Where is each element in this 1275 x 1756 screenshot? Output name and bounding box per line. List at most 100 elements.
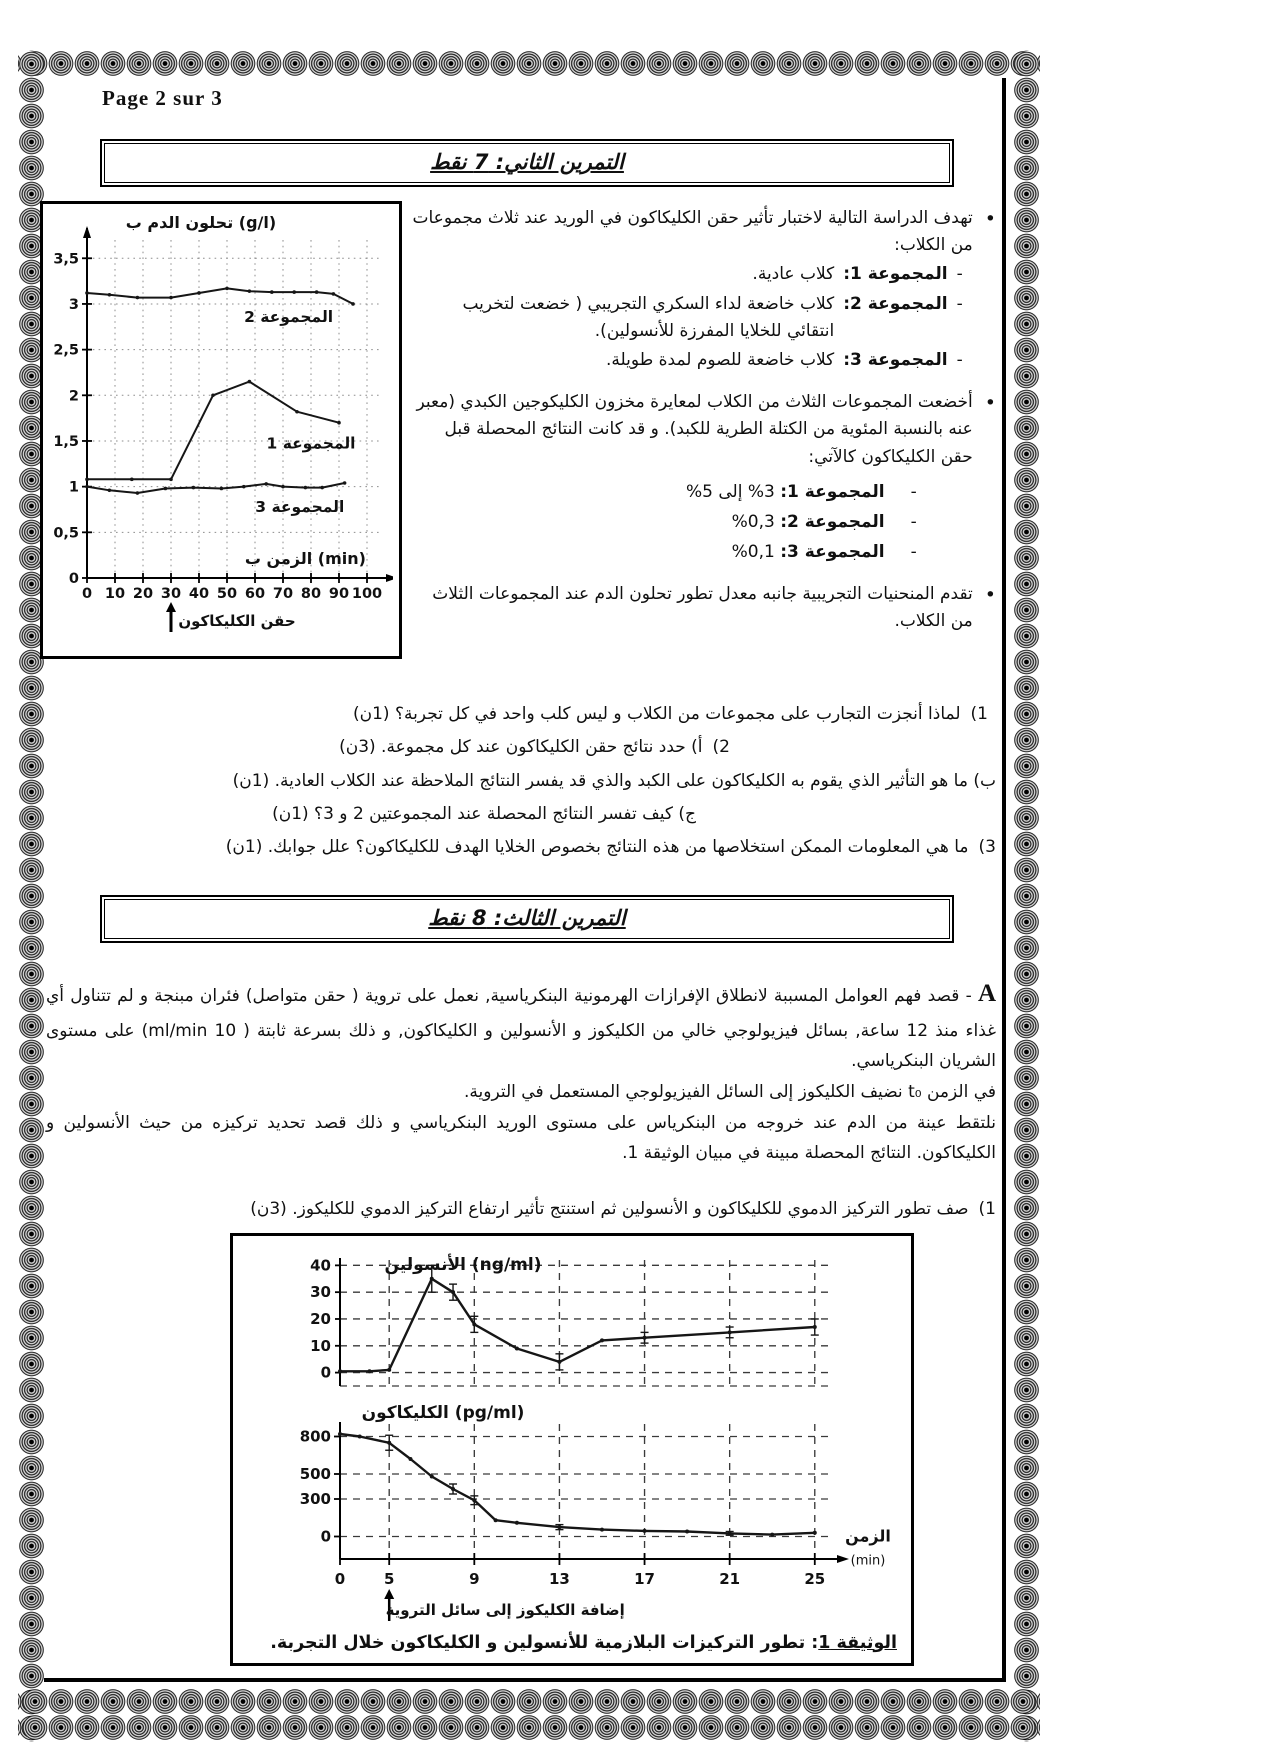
result-group3-value: 0,1% — [731, 542, 775, 563]
exercise3-question1-number: 1) — [978, 1198, 996, 1219]
svg-text:حقن الكليكاكون: حقن الكليكاكون — [178, 612, 295, 630]
svg-text:800: 800 — [300, 1427, 331, 1445]
svg-text:60: 60 — [245, 586, 265, 602]
exercise3-question1-text: صف تطور التركيز الدموي للكليكاكون و الأن… — [250, 1198, 969, 1219]
svg-text:الزمن: الزمن — [845, 1526, 891, 1545]
glycemia-chart: 0 0,5 1 1,5 2 2,5 3 3,5 0 10 20 30 40 50 60 70 80 90 100 ال… — [53, 213, 393, 632]
inner-frame-bottom-line — [44, 1678, 1006, 1682]
glycogen-measure-text: أخضعت المجموعات الثلاث من الكلاب لمعايرة… — [416, 392, 973, 467]
question-2-number: 2) — [712, 737, 730, 758]
result-group3-label: المجموعة 3: — [780, 542, 885, 563]
svg-text:30: 30 — [161, 586, 181, 602]
svg-text:3,5: 3,5 — [53, 251, 79, 267]
exercise2-body-row: 0 0,5 1 1,5 2 2,5 3 3,5 0 10 20 30 40 50 60 70 80 90 100 ال… — [40, 201, 996, 659]
svg-text:50: 50 — [217, 586, 237, 602]
exercise3-para1: A - قصد فهم العوامل المسببة لانطلاق الإف… — [46, 971, 996, 1077]
part-a-label: A — [977, 979, 997, 1007]
question-2b-text: ب) ما هو التأثير الذي يقوم به الكليكاكون… — [232, 770, 996, 791]
curves-note-paragraph: • تقدم المنحنيات التجريبية جانبه معدل تط… — [412, 581, 996, 635]
svg-text:30: 30 — [310, 1283, 331, 1301]
svg-text:2: 2 — [69, 388, 79, 404]
svg-text:40: 40 — [310, 1256, 331, 1274]
bullet-icon: • — [984, 392, 996, 415]
exercise3-paragraph: A - قصد فهم العوامل المسببة لانطلاق الإف… — [46, 971, 996, 1169]
svg-text:25: 25 — [804, 1570, 825, 1588]
exercise3-para3: نلتقط عينة من الدم عند خروجه من البنكريا… — [46, 1112, 996, 1164]
question-1-text: لماذا أنجزت التجارب على مجموعات من الكلا… — [352, 704, 961, 724]
svg-text:0: 0 — [335, 1570, 345, 1588]
svg-text:3: 3 — [69, 297, 79, 313]
group1-definition: - المجموعة 1: كلاب عادية. — [412, 261, 973, 288]
result-group3: - المجموعة 3: 0,1% — [412, 539, 917, 566]
svg-text:500: 500 — [300, 1465, 331, 1483]
result-group2-value: 0,3% — [731, 511, 775, 532]
inner-frame-right-line — [1002, 78, 1006, 1680]
group3-definition: - المجموعة 3: كلاب خاضعة للصوم لمدة طويل… — [412, 347, 973, 374]
svg-text:2,5: 2,5 — [53, 343, 79, 359]
group2-desc: كلاب خاضعة لداء السكري التجريبي ( خضعت ل… — [462, 293, 835, 341]
svg-text:1: 1 — [69, 480, 79, 496]
group1-desc: كلاب عادية. — [752, 264, 835, 285]
svg-text:0: 0 — [69, 571, 79, 587]
group1-label: المجموعة 1: — [843, 264, 948, 285]
svg-text:الأنسولين (ng/ml): الأنسولين (ng/ml) — [385, 1254, 542, 1275]
svg-text:20: 20 — [310, 1310, 331, 1328]
exercise2-header-box: التمرين الثاني: 7 نقط — [100, 139, 954, 187]
study-goal-paragraph: • تهدف الدراسة التالية لاختبار تأثير حقن… — [412, 205, 997, 374]
result-group1: - المجموعة 1: 3% إلى 5% — [412, 479, 917, 506]
insulin-chart: 0 10 20 30 40 الأنسولين (ng/ml) — [310, 1254, 832, 1387]
svg-text:13: 13 — [549, 1570, 570, 1588]
svg-text:0: 0 — [82, 586, 92, 602]
svg-text:الكليكاكون (pg/ml): الكليكاكون (pg/ml) — [362, 1403, 525, 1423]
question-3-text: ما هي المعلومات الممكن استخلاصها من هذه … — [225, 837, 969, 858]
svg-text:0: 0 — [321, 1363, 331, 1381]
dash-icon: - — [910, 511, 917, 532]
question-2c-text: ج) كيف تفسر النتائج المحصلة عند المجموعت… — [272, 804, 696, 825]
svg-text:90: 90 — [329, 586, 349, 602]
ornamental-border-bottom — [18, 1688, 1040, 1715]
ornamental-border-top — [18, 50, 1040, 77]
study-goal-text: تهدف الدراسة التالية لاختبار تأثير حقن ا… — [412, 208, 973, 256]
svg-text:10: 10 — [105, 586, 125, 602]
bullet-icon: • — [984, 584, 996, 607]
svg-text:80: 80 — [301, 586, 321, 602]
svg-text:5: 5 — [384, 1570, 394, 1588]
group2-label: المجموعة 2: — [843, 293, 948, 314]
dash-icon: - — [956, 349, 963, 370]
svg-text:الزمن ب (min): الزمن ب (min) — [245, 549, 366, 568]
svg-text:17: 17 — [634, 1570, 655, 1588]
result-group1-label: المجموعة 1: — [780, 481, 885, 502]
result-group2-label: المجموعة 2: — [780, 511, 885, 532]
exercise3-question1: 1) صف تطور التركيز الدموي للكليكاكون و ال… — [46, 1199, 996, 1219]
document1-figure: 0 10 20 30 40 الأنسولين (ng/ml) 0 300 500 800 0 5 9… — [230, 1232, 914, 1666]
svg-text:21: 21 — [719, 1570, 740, 1588]
svg-text:40: 40 — [189, 586, 209, 602]
exercise3-header-box: التمرين الثالث: 8 نقط — [100, 894, 954, 943]
group2-definition: - المجموعة 2: كلاب خاضعة لداء السكري الت… — [412, 291, 973, 345]
svg-text:المجموعة 3: المجموعة 3 — [255, 498, 344, 516]
exercise3-para1-text: - قصد فهم العوامل المسببة لانطلاق الإفرا… — [46, 985, 997, 1072]
bullet-icon: • — [984, 208, 996, 230]
svg-text:20: 20 — [133, 586, 153, 602]
group3-label: المجموعة 3: — [843, 349, 948, 370]
svg-text:(min): (min) — [851, 1553, 886, 1568]
document1-caption: الوثيقة 1: تطور التركيزات البلازمية للأن… — [235, 1629, 909, 1661]
question-1-number: 1) — [970, 704, 988, 724]
glycogen-results-list: - المجموعة 1: 3% إلى 5% - المجموعة 2: 0,… — [412, 479, 973, 567]
question-3: 3) ما هي المعلومات الممكن استخلاصها من هذ… — [46, 834, 996, 860]
glycogen-measure-paragraph: • أخضعت المجموعات الثلاث من الكلاب لمعاي… — [412, 389, 997, 567]
exercise3-title: التمرين الثالث: 8 نقط — [104, 898, 950, 939]
exercise3-para2: في الزمن t₀ نضيف الكليكوز إلى السائل الف… — [464, 1081, 996, 1102]
dash-icon: - — [956, 293, 963, 314]
svg-text:المجموعة 2: المجموعة 2 — [244, 308, 333, 326]
svg-text:المجموعة 1: المجموعة 1 — [267, 434, 356, 452]
group3-desc: كلاب خاضعة للصوم لمدة طويلة. — [606, 349, 835, 370]
svg-text:9: 9 — [469, 1570, 479, 1588]
question-2a-text: أ) حدد نتائج حقن الكليكاكون عند كل مجموع… — [339, 737, 703, 758]
svg-text:إضافة الكليكوز إلى سائل التروي: إضافة الكليكوز إلى سائل التروية — [386, 1601, 625, 1619]
svg-text:10: 10 — [310, 1336, 331, 1354]
svg-text:0,5: 0,5 — [53, 525, 79, 541]
dash-icon: - — [910, 481, 917, 502]
page-content: Page 2 sur 3 التمرين الثاني: 7 نقط 0 0,5 1… — [40, 80, 996, 1666]
